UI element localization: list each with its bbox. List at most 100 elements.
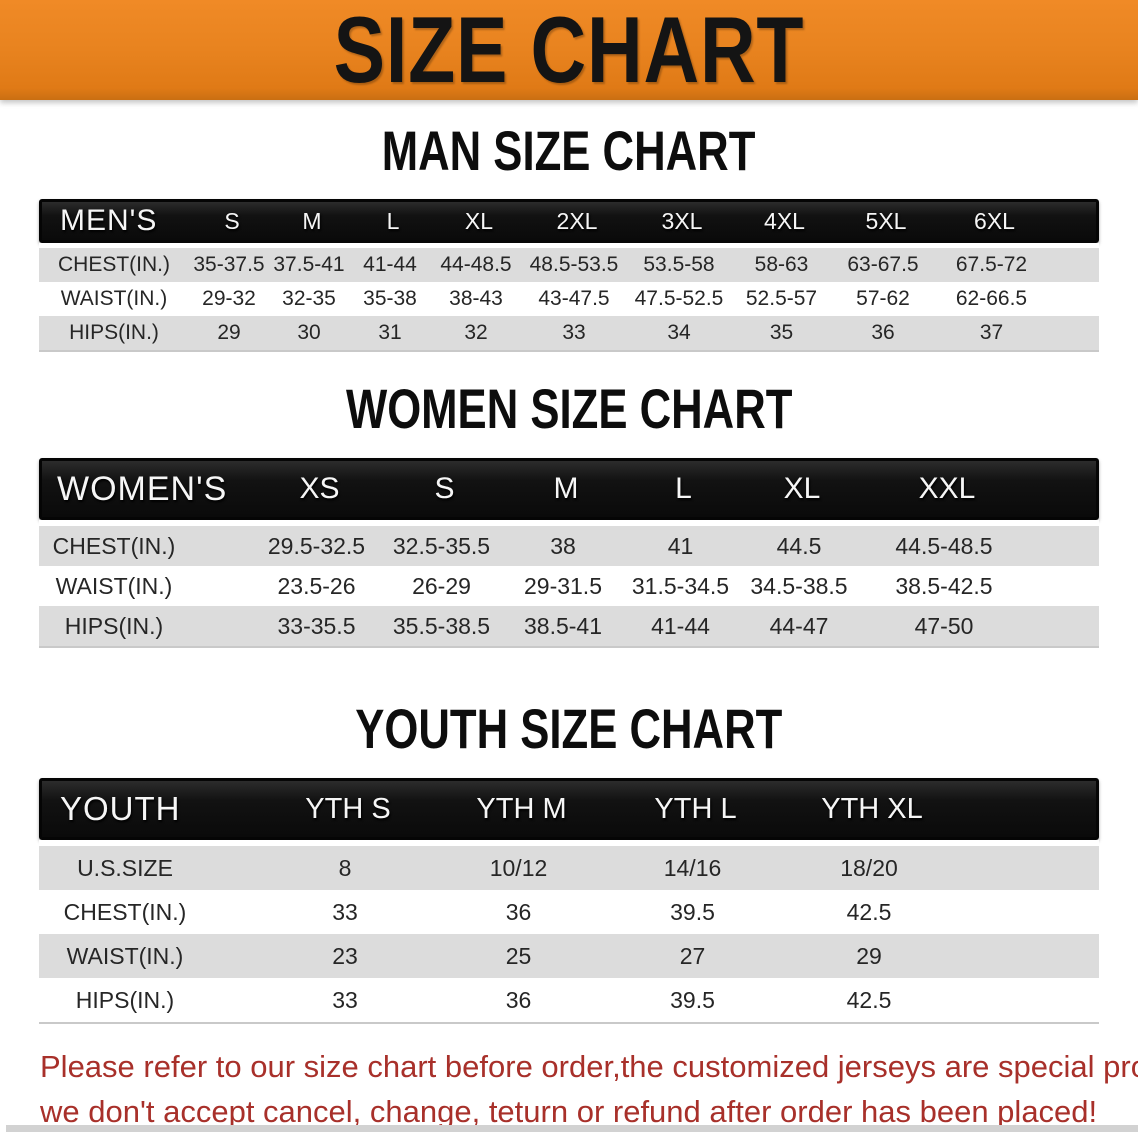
size-cell: 33 xyxy=(332,986,358,1013)
page-title-text: SIZE CHART xyxy=(333,0,805,102)
row-label: HIPS(IN.) xyxy=(69,321,159,344)
table-row: CHEST(IN.) 33 36 39.5 42.5 xyxy=(39,890,1099,934)
column-header: 5XL xyxy=(865,207,907,234)
size-cell: 29-32 xyxy=(202,287,256,310)
size-cell: 38-43 xyxy=(449,287,503,310)
size-cell: 18/20 xyxy=(840,854,898,881)
column-header: XL xyxy=(464,207,494,234)
men-size-table: MEN'S S M L XL 2XL 3XL 4XL 5XL 6XL CHEST(IN.) 35-37… xyxy=(39,199,1099,352)
row-label: CHEST(IN.) xyxy=(52,532,176,559)
header-gap xyxy=(39,243,1099,248)
row-label: WAIST(IN.) xyxy=(66,942,184,969)
size-cell: 42.5 xyxy=(846,986,892,1013)
size-cell: 14/16 xyxy=(663,854,722,881)
table-row: WAIST(IN.) 23 25 27 29 xyxy=(39,934,1099,978)
size-cell: 29-31.5 xyxy=(523,572,602,599)
women-size-table: WOMEN'S XS S M L XL XXL CHEST(IN.) 29.5-32.5 32.5… xyxy=(39,458,1099,648)
table-row: WAIST(IN.) 23.5-26 26-29 29-31.5 31.5-34.5 34… xyxy=(39,566,1099,606)
men-section: MAN SIZE CHART MEN'S S M L XL 2XL 3XL 4XL 5XL 6XL C… xyxy=(0,119,1138,352)
size-cell: 33-35.5 xyxy=(277,612,356,639)
size-cell: 39.5 xyxy=(670,898,715,925)
youth-section-heading: YOUTH SIZE CHART xyxy=(0,697,1138,760)
table-row: CHEST(IN.) 29.5-32.5 32.5-35.5 38 41 44.5 44.5… xyxy=(39,526,1099,566)
column-header: 2XL xyxy=(556,207,598,234)
size-cell: 10/12 xyxy=(489,854,548,881)
column-header: YTH M xyxy=(476,792,567,825)
row-label: CHEST(IN.) xyxy=(63,898,187,925)
table-corner-label: YOUTH xyxy=(60,790,181,827)
column-header: YTH XL xyxy=(821,792,923,825)
disclaimer-line-2: we don't accept cancel, change, teturn o… xyxy=(40,1094,1098,1129)
men-section-heading-text: MAN SIZE CHART xyxy=(382,119,756,182)
table-corner-label: WOMEN'S xyxy=(57,469,228,508)
women-section-heading-text: WOMEN SIZE CHART xyxy=(345,377,793,440)
size-cell: 8 xyxy=(338,854,352,881)
table-header-row: YOUTH YTH S YTH M YTH L YTH XL xyxy=(39,778,1099,840)
row-label: HIPS(IN.) xyxy=(75,986,175,1013)
column-header: XL xyxy=(783,472,821,505)
column-header: YTH S xyxy=(305,792,391,825)
column-header: S xyxy=(224,207,240,234)
size-cell: 33 xyxy=(332,898,358,925)
size-cell: 36 xyxy=(505,898,532,925)
size-cell: 23.5-26 xyxy=(277,572,356,599)
size-cell: 34.5-38.5 xyxy=(750,572,848,599)
size-cell: 25 xyxy=(505,942,532,969)
size-cell: 44-47 xyxy=(769,612,829,639)
women-section-heading: WOMEN SIZE CHART xyxy=(0,377,1138,440)
size-cell: 39.5 xyxy=(670,986,715,1013)
row-label: CHEST(IN.) xyxy=(58,253,170,276)
size-cell: 48.5-53.5 xyxy=(529,253,619,276)
size-cell: 37.5-41 xyxy=(273,253,345,276)
table-row: CHEST(IN.) 35-37.5 37.5-41 41-44 44-48.5 48.5… xyxy=(39,248,1099,282)
column-header: YTH L xyxy=(654,792,737,825)
youth-section-heading-text: YOUTH SIZE CHART xyxy=(355,697,783,760)
column-header: S xyxy=(434,472,455,505)
youth-size-table: YOUTH YTH S YTH M YTH L YTH XL U.S.SIZE 8 10/12… xyxy=(39,778,1099,1024)
banner: SIZE CHART xyxy=(0,0,1138,100)
size-cell: 41-44 xyxy=(651,612,710,639)
table-row: HIPS(IN.) 33 36 39.5 42.5 xyxy=(39,978,1099,1022)
size-cell: 43-47.5 xyxy=(538,287,610,310)
header-gap xyxy=(39,520,1099,526)
size-cell: 57-62 xyxy=(856,287,910,310)
size-cell: 38 xyxy=(550,532,576,559)
size-cell: 63-67.5 xyxy=(847,253,919,276)
size-cell: 35-37.5 xyxy=(193,253,265,276)
size-cell: 42.5 xyxy=(846,898,892,925)
size-cell: 58-63 xyxy=(754,253,809,276)
column-header: 6XL xyxy=(974,207,1015,234)
youth-section: YOUTH SIZE CHART YOUTH YTH S YTH M YTH L YTH … xyxy=(0,697,1138,1024)
size-cell: 35-38 xyxy=(363,287,417,310)
row-label: WAIST(IN.) xyxy=(60,287,168,310)
size-cell: 26-29 xyxy=(412,572,471,599)
size-cell: 32-35 xyxy=(282,287,336,310)
size-chart-sections: MAN SIZE CHART MEN'S S M L XL 2XL 3XL 4XL 5XL 6XL C… xyxy=(0,119,1138,1024)
table-corner-label: MEN'S xyxy=(60,204,158,237)
size-cell: 35.5-38.5 xyxy=(392,612,491,639)
table-header-row: MEN'S S M L XL 2XL 3XL 4XL 5XL 6XL xyxy=(39,199,1099,243)
table-row: HIPS(IN.) 29 30 31 32 33 34 35 36 37 xyxy=(39,316,1099,350)
size-cell: 31 xyxy=(378,321,402,344)
size-cell: 38.5-41 xyxy=(523,612,602,639)
column-header: 4XL xyxy=(764,207,805,234)
table-row: U.S.SIZE 8 10/12 14/16 18/20 xyxy=(39,846,1099,890)
size-cell: 47.5-52.5 xyxy=(634,287,724,310)
size-cell: 23 xyxy=(332,942,358,969)
column-header: L xyxy=(675,472,692,505)
size-cell: 47-50 xyxy=(914,612,974,639)
size-cell: 52.5-57 xyxy=(745,287,818,310)
column-header: M xyxy=(553,472,579,505)
table-header-row: WOMEN'S XS S M L XL XXL xyxy=(39,458,1099,520)
size-cell: 41-44 xyxy=(363,253,417,276)
size-cell: 33 xyxy=(562,321,586,344)
size-cell: 34 xyxy=(667,321,691,344)
size-cell: 67.5-72 xyxy=(955,253,1028,276)
header-gap xyxy=(39,840,1099,846)
women-section: WOMEN SIZE CHART WOMEN'S XS S M L XL XXL CHEST(I… xyxy=(0,377,1138,648)
size-cell: 38.5-42.5 xyxy=(895,572,993,599)
page-title: SIZE CHART xyxy=(282,0,856,100)
size-cell: 31.5-34.5 xyxy=(631,572,730,599)
size-cell: 62-66.5 xyxy=(955,287,1028,310)
row-label: WAIST(IN.) xyxy=(55,572,173,599)
